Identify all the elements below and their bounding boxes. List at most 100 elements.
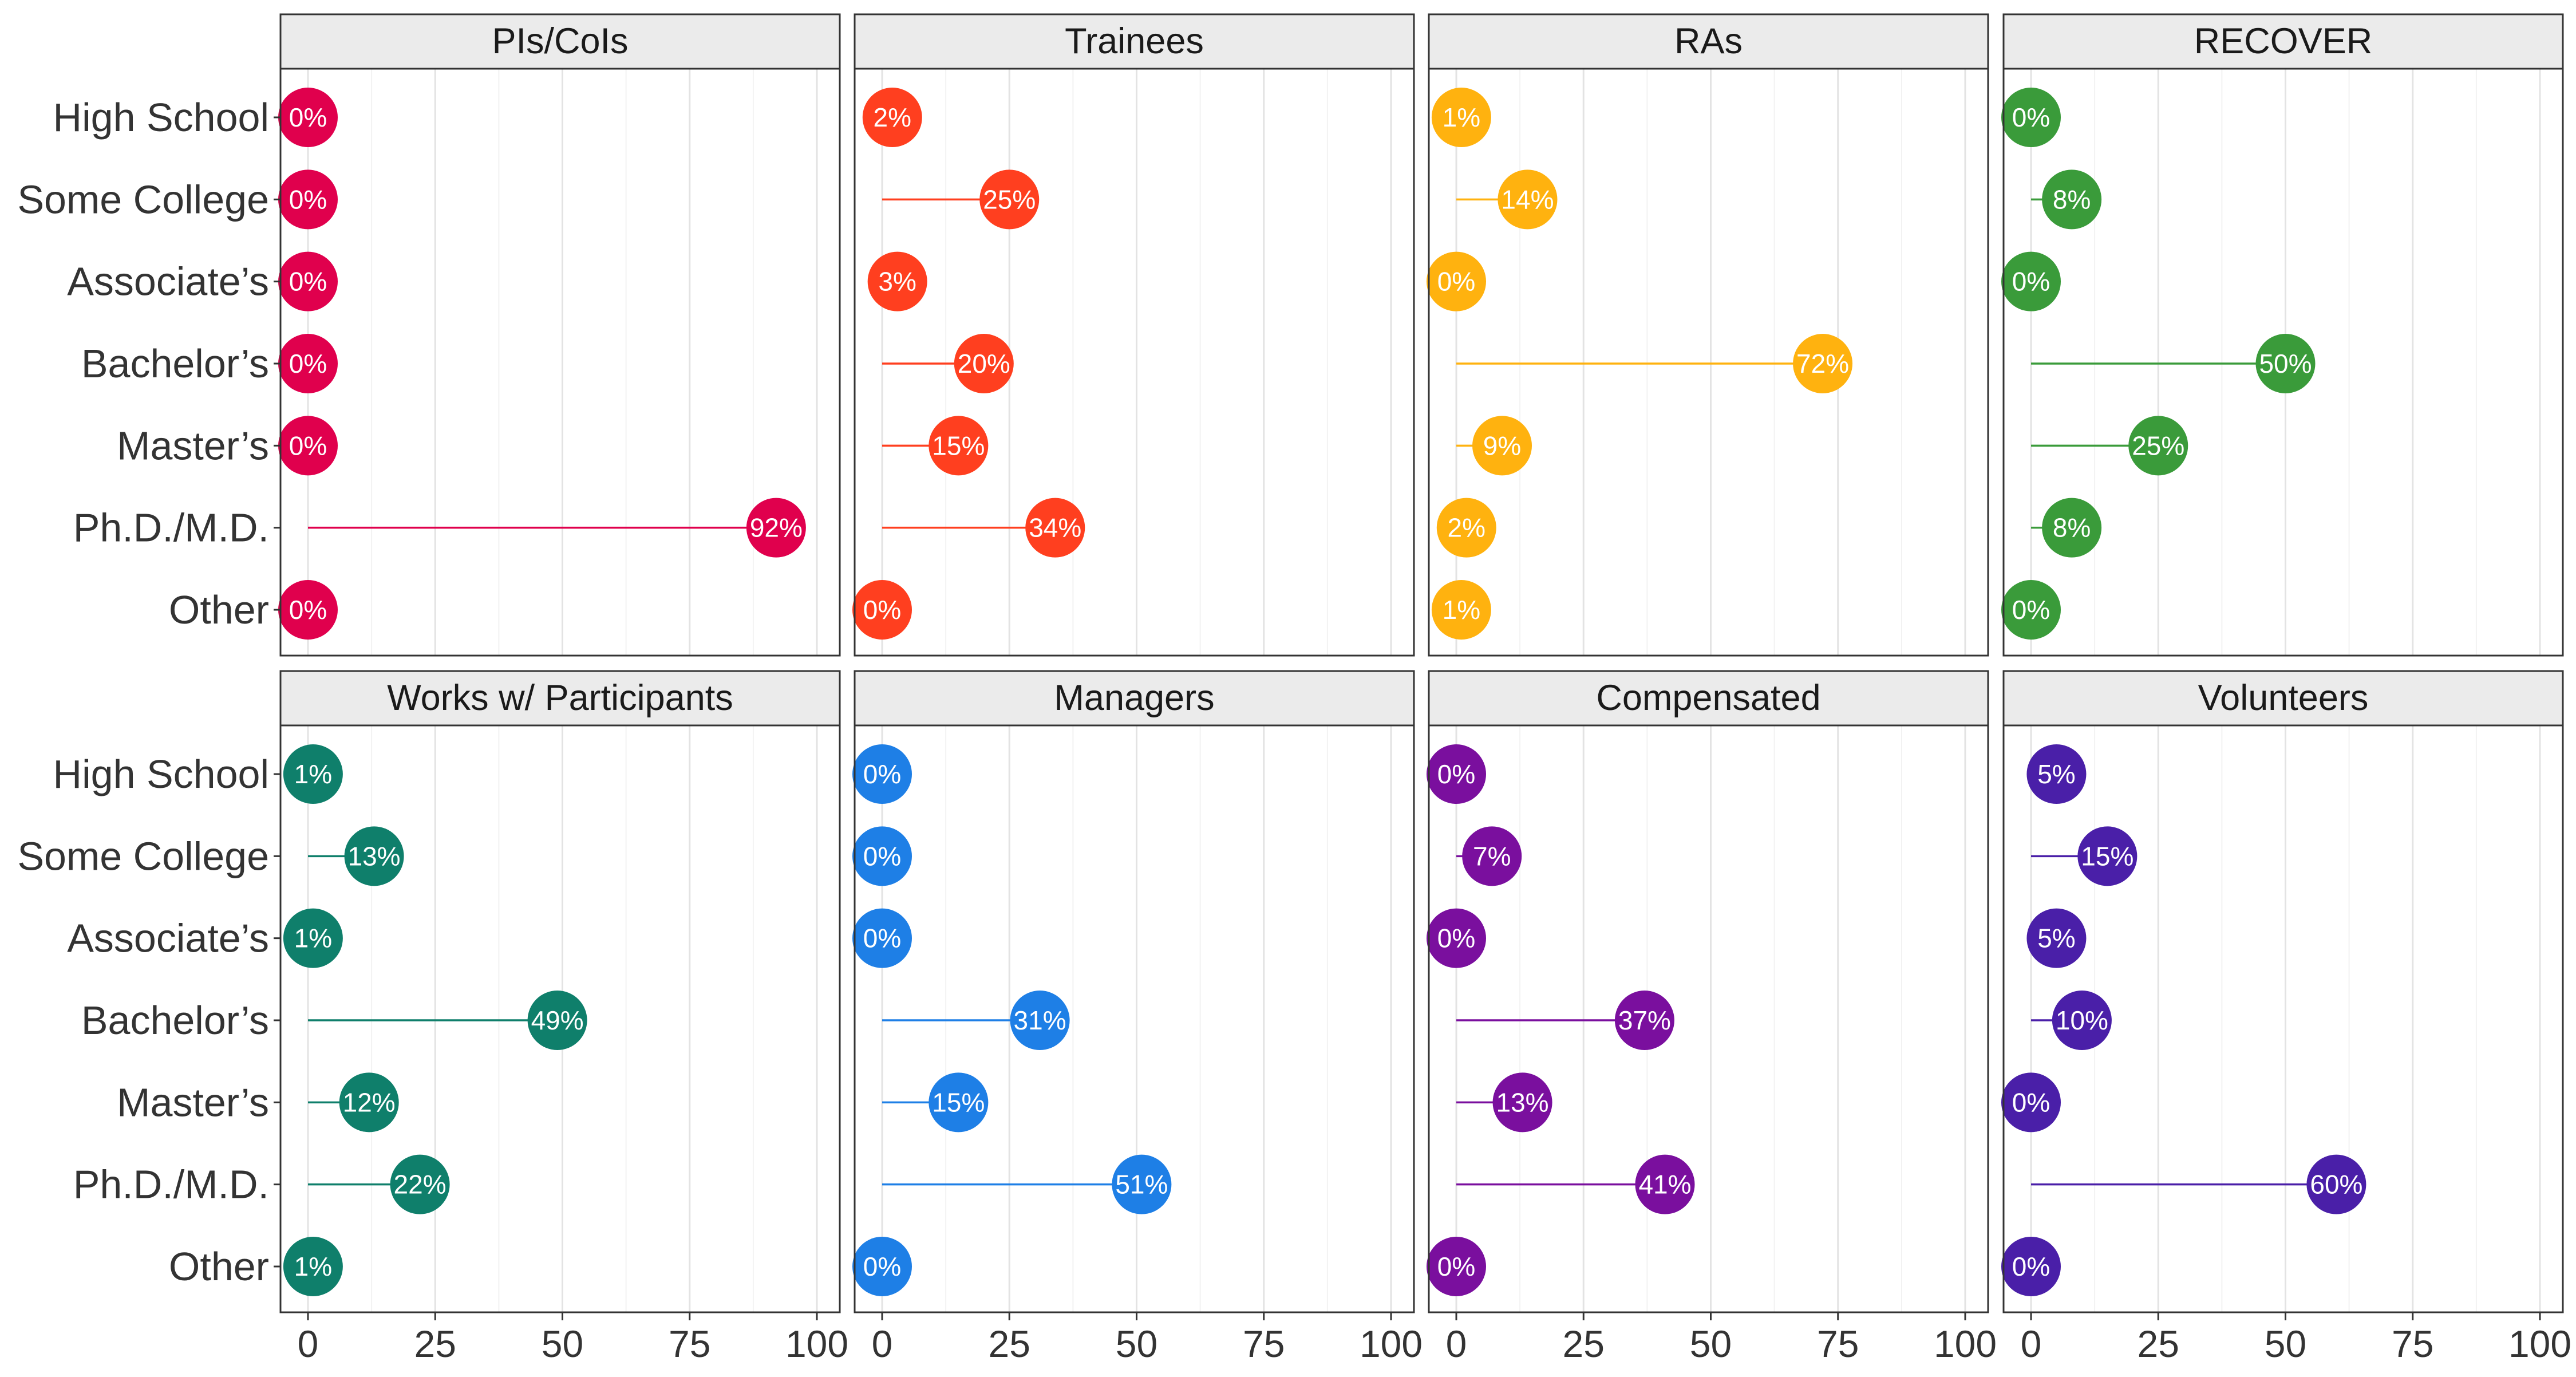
panel-trainees: Trainees 2% 25% 3% 20% 15% 34% 0% — [852, 13, 1415, 657]
lollipop-dot-managers-other — [852, 1237, 912, 1296]
lollipop-dot-works-w-participants-associate-s — [283, 908, 343, 968]
x-axis-tick-label: 0 — [1446, 1323, 1467, 1365]
lollipop-dot-managers-ph-d-m-d — [1112, 1154, 1172, 1214]
data-label-managers-associate-s: 0% — [863, 924, 901, 953]
panel-border-ras — [1428, 68, 1989, 657]
lollipop-dot-trainees-bachelor-s — [954, 334, 1014, 393]
lollipop-dot-managers-some-college — [852, 826, 912, 886]
lollipop-dot-ras-high-school — [1431, 88, 1491, 147]
x-axis-tick-label: 50 — [1690, 1323, 1732, 1365]
panel-background-trainees — [855, 69, 1414, 656]
lollipop-dot-managers-master-s — [929, 1072, 989, 1133]
panel-border-works-w-participants — [279, 724, 841, 1313]
panel-strip-ras — [1428, 13, 1989, 70]
lollipop-dot-ras-associate-s — [1427, 251, 1486, 311]
data-label-compensated-bachelor-s: 37% — [1618, 1005, 1671, 1035]
data-label-trainees-high-school: 2% — [874, 102, 911, 132]
data-label-works-w-participants-associate-s: 1% — [294, 924, 332, 953]
data-label-compensated-associate-s: 0% — [1437, 924, 1475, 953]
panel-managers: Managers 0% 0% 0% 31% 15% 51% 0% 0 25 50 75 100 — [852, 670, 1423, 1365]
lollipop-dot-volunteers-high-school — [2026, 744, 2087, 804]
y-axis-label-master-s: Master’s — [117, 423, 269, 468]
data-label-volunteers-master-s: 0% — [2012, 1087, 2050, 1117]
panel-background-managers — [855, 725, 1414, 1312]
data-label-volunteers-high-school: 5% — [2037, 759, 2075, 789]
x-axis-tick-label: 100 — [1360, 1323, 1423, 1365]
panel-border-pis-cois — [279, 68, 841, 657]
y-axis-label-high-school: High School — [53, 95, 269, 140]
panel-recover: RECOVER 0% 8% 0% 50% 25% 8% 0% — [2001, 13, 2564, 657]
y-axis-label-some-college: Some College — [17, 834, 269, 878]
lollipop-dot-volunteers-master-s — [2001, 1072, 2061, 1133]
lollipop-dot-recover-ph-d-m-d — [2042, 498, 2102, 558]
panel-background-ras — [1429, 69, 1988, 656]
x-axis-tick-label: 50 — [2265, 1323, 2306, 1365]
data-label-works-w-participants-master-s: 12% — [343, 1087, 396, 1117]
data-label-pis-cois-other: 0% — [289, 595, 327, 625]
data-label-volunteers-associate-s: 5% — [2037, 924, 2075, 953]
data-label-managers-bachelor-s: 31% — [1014, 1005, 1066, 1035]
lollipop-dot-works-w-participants-other — [283, 1237, 343, 1296]
lollipop-dot-trainees-ph-d-m-d — [1025, 498, 1085, 558]
lollipop-dot-trainees-some-college — [979, 169, 1040, 230]
lollipop-dot-volunteers-associate-s — [2026, 908, 2087, 968]
data-label-compensated-master-s: 13% — [1496, 1087, 1549, 1117]
data-label-recover-master-s: 25% — [2132, 431, 2184, 460]
lollipop-dot-trainees-master-s — [929, 416, 989, 476]
data-label-pis-cois-master-s: 0% — [289, 431, 327, 460]
y-axis-label-master-s: Master’s — [117, 1080, 269, 1125]
lollipop-dot-ras-other — [1431, 580, 1491, 640]
lollipop-dot-volunteers-some-college — [2077, 826, 2138, 886]
lollipop-dot-pis-cois-associate-s — [278, 251, 338, 311]
y-axis-label-other: Other — [169, 1244, 269, 1289]
lollipop-dot-recover-master-s — [2128, 416, 2188, 476]
data-label-recover-other: 0% — [2012, 595, 2050, 625]
y-axis-label-associate-s: Associate’s — [67, 259, 269, 304]
x-axis-tick-label: 100 — [785, 1323, 848, 1365]
lollipop-dot-pis-cois-high-school — [278, 88, 338, 147]
data-label-recover-associate-s: 0% — [2012, 267, 2050, 297]
data-label-pis-cois-bachelor-s: 0% — [289, 349, 327, 378]
panel-title-managers: Managers — [1054, 678, 1214, 718]
data-label-works-w-participants-other: 1% — [294, 1252, 332, 1281]
data-label-works-w-participants-some-college: 13% — [348, 841, 401, 871]
data-label-recover-some-college: 8% — [2053, 184, 2091, 214]
x-axis-tick-label: 25 — [2138, 1323, 2179, 1365]
data-label-compensated-some-college: 7% — [1473, 841, 1511, 871]
x-axis-tick-label: 25 — [989, 1323, 1030, 1365]
panel-border-recover — [2002, 68, 2564, 657]
panel-strip-compensated — [1428, 670, 1989, 727]
data-label-trainees-ph-d-m-d: 34% — [1029, 513, 1081, 543]
lollipop-dot-ras-some-college — [1498, 169, 1558, 230]
data-label-managers-some-college: 0% — [863, 841, 901, 871]
data-label-pis-cois-ph-d-m-d: 92% — [750, 513, 803, 543]
data-label-ras-ph-d-m-d: 2% — [1448, 513, 1485, 543]
data-label-managers-ph-d-m-d: 51% — [1115, 1170, 1168, 1200]
data-label-ras-other: 1% — [1443, 595, 1480, 625]
data-label-ras-associate-s: 0% — [1437, 267, 1475, 297]
lollipop-dot-trainees-other — [852, 580, 912, 640]
data-label-ras-high-school: 1% — [1443, 102, 1480, 132]
panel-border-trainees — [854, 68, 1415, 657]
panel-pis-cois: PIs/CoIs 0% 0% 0% 0% 0% 92% 0% High School Some C… — [17, 13, 841, 657]
y-axis-label-associate-s: Associate’s — [67, 916, 269, 961]
y-axis-label-ph-d-m-d: Ph.D./M.D. — [73, 1162, 269, 1207]
data-label-compensated-high-school: 0% — [1437, 759, 1475, 789]
x-axis-tick-label: 75 — [669, 1323, 710, 1365]
data-label-works-w-participants-high-school: 1% — [294, 759, 332, 789]
data-label-works-w-participants-ph-d-m-d: 22% — [394, 1170, 447, 1200]
lollipop-dot-volunteers-bachelor-s — [2052, 991, 2112, 1050]
lollipop-dot-managers-bachelor-s — [1010, 991, 1070, 1050]
lollipop-dot-volunteers-other — [2001, 1237, 2061, 1296]
data-label-trainees-some-college: 25% — [983, 184, 1036, 214]
lollipop-dot-trainees-associate-s — [867, 251, 927, 311]
y-axis-label-bachelor-s: Bachelor’s — [81, 341, 269, 386]
lollipop-dot-works-w-participants-ph-d-m-d — [390, 1154, 450, 1214]
panel-compensated: Compensated 0% 7% 0% 37% 13% 41% 0% 0 25 50 75 100 — [1427, 670, 1997, 1365]
data-label-managers-high-school: 0% — [863, 759, 901, 789]
lollipop-dot-ras-master-s — [1472, 416, 1532, 476]
panel-title-trainees: Trainees — [1065, 21, 1204, 61]
lollipop-dot-pis-cois-other — [278, 580, 338, 640]
panel-works-w-participants: Works w/ Participants 1% 13% 1% 49% 12% 22% 1% H… — [17, 670, 848, 1365]
